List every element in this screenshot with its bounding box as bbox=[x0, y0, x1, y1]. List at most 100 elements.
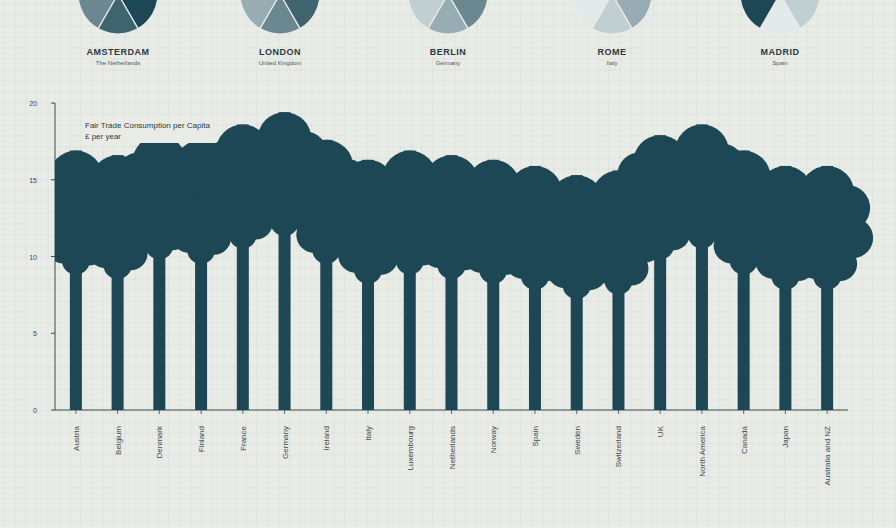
paper-grid bbox=[0, 0, 896, 528]
x-tick bbox=[576, 410, 577, 414]
y-tick bbox=[51, 103, 55, 104]
title-patch bbox=[82, 119, 214, 143]
city-country: Germany bbox=[436, 60, 461, 66]
title-group: Fair Trade Consumption per Capita£ per y… bbox=[82, 119, 214, 143]
x-tick bbox=[618, 410, 619, 414]
paper-line bbox=[312, 0, 313, 528]
x-tick-label: Australia and NZ bbox=[823, 426, 832, 486]
bar bbox=[696, 124, 708, 410]
x-tick bbox=[493, 410, 494, 414]
paper-line bbox=[0, 81, 896, 82]
paper-line bbox=[719, 0, 720, 528]
x-tick-label: Germany bbox=[281, 426, 290, 459]
x-tick-label: Ireland bbox=[322, 426, 331, 450]
x-tick-label: Italy bbox=[364, 426, 373, 441]
x-tick bbox=[368, 410, 369, 414]
paper-line bbox=[862, 0, 863, 528]
y-tick bbox=[51, 179, 55, 180]
tree bbox=[406, 155, 498, 410]
x-tick bbox=[827, 410, 828, 414]
y-tick-label: 15 bbox=[29, 177, 37, 184]
paper-line bbox=[0, 411, 896, 412]
x-tick-label: Luxembourg bbox=[406, 426, 415, 470]
paper-line bbox=[235, 0, 236, 528]
paper-line bbox=[653, 0, 654, 528]
y-tick bbox=[51, 410, 55, 411]
paper-line bbox=[0, 37, 896, 38]
y-tick-label: 10 bbox=[29, 254, 37, 261]
x-tick-label: North America bbox=[698, 425, 707, 476]
city-country: Italy bbox=[606, 60, 617, 66]
x-tick-label: France bbox=[239, 425, 248, 450]
paper-line bbox=[37, 0, 38, 528]
x-tick bbox=[451, 410, 452, 414]
pie-wedge bbox=[240, 0, 280, 29]
x-tick-label: Spain bbox=[531, 426, 540, 446]
x-tick-label: Finland bbox=[197, 426, 206, 452]
x-tick-label: Switzerland bbox=[614, 426, 623, 467]
paper-line bbox=[0, 488, 896, 489]
paper-line bbox=[191, 0, 192, 528]
x-tick-label: Canada bbox=[740, 425, 749, 454]
city-pie bbox=[572, 0, 652, 34]
paper-line bbox=[26, 0, 27, 528]
paper-line bbox=[59, 0, 60, 528]
background bbox=[0, 0, 896, 528]
paper-line bbox=[268, 0, 269, 528]
pie-wedge bbox=[78, 0, 118, 29]
x-tick bbox=[159, 410, 160, 414]
x-tick bbox=[785, 410, 786, 414]
city-country: United Kingdom bbox=[259, 60, 302, 66]
city-pie bbox=[78, 0, 158, 34]
paper-line bbox=[0, 499, 896, 500]
paper-line bbox=[0, 114, 896, 115]
paper-line bbox=[4, 0, 5, 528]
paper-line bbox=[169, 0, 170, 528]
paper-line bbox=[213, 0, 214, 528]
paper-line bbox=[686, 0, 687, 528]
bar bbox=[738, 151, 750, 410]
pie-wedge bbox=[572, 0, 612, 29]
y-tick bbox=[51, 256, 55, 257]
paper-line bbox=[0, 92, 896, 93]
x-tick bbox=[75, 410, 76, 414]
city-name: BERLIN bbox=[430, 47, 467, 57]
y-tick bbox=[51, 333, 55, 334]
city-name: MADRID bbox=[761, 47, 800, 57]
x-tick-label: Sweden bbox=[573, 426, 582, 455]
city-pie bbox=[408, 0, 488, 34]
pie-wedge bbox=[408, 0, 448, 29]
paper-line bbox=[895, 0, 896, 528]
paper-line bbox=[884, 0, 885, 528]
paper-line bbox=[257, 0, 258, 528]
x-tick bbox=[701, 410, 702, 414]
tree bbox=[781, 166, 873, 410]
x-tick bbox=[242, 410, 243, 414]
y-tick-label: 5 bbox=[33, 330, 37, 337]
paper-line bbox=[0, 103, 896, 104]
paper-line bbox=[15, 0, 16, 528]
chart: AMSTERDAMThe NetherlandsLONDONUnited Kin… bbox=[0, 0, 896, 528]
paper-line bbox=[0, 510, 896, 511]
city-name: LONDON bbox=[259, 47, 301, 57]
y-tick-label: 0 bbox=[33, 407, 37, 414]
x-tick bbox=[201, 410, 202, 414]
paper-line bbox=[301, 0, 302, 528]
y-tick-label: 20 bbox=[29, 100, 37, 107]
paper-line bbox=[334, 0, 335, 528]
x-tick bbox=[409, 410, 410, 414]
bar bbox=[320, 140, 332, 410]
city-country: Spain bbox=[772, 60, 787, 66]
x-tick bbox=[534, 410, 535, 414]
tree bbox=[113, 135, 205, 410]
paper-line bbox=[0, 422, 896, 423]
paper-line bbox=[224, 0, 225, 528]
x-tick-label: Netherlands bbox=[448, 426, 457, 469]
paper-line bbox=[180, 0, 181, 528]
pie-wedge bbox=[740, 0, 780, 29]
tree bbox=[739, 166, 831, 410]
x-tick-label: Belgium bbox=[114, 426, 123, 455]
paper-line bbox=[0, 477, 896, 478]
x-tick bbox=[284, 410, 285, 414]
x-tick bbox=[660, 410, 661, 414]
